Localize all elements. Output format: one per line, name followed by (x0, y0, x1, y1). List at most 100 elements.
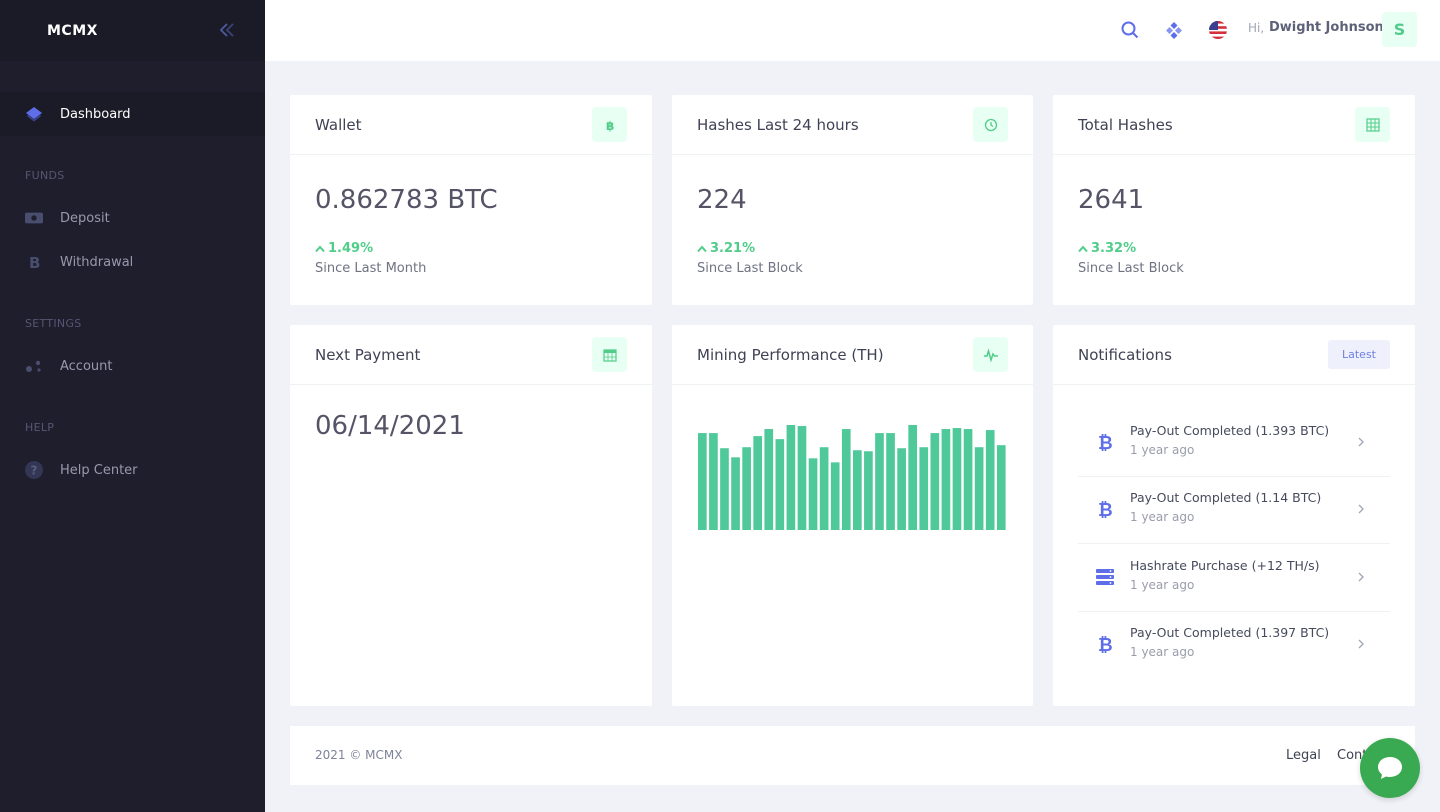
change-percent: 1.49% (328, 241, 374, 256)
change-label: Since Last Block (697, 261, 803, 276)
notification-item[interactable]: Hashrate Purchase (+12 TH/s) 1 year ago (1078, 545, 1390, 612)
card-title: Notifications (1078, 345, 1172, 364)
bitcoin-icon: ₿ (1094, 431, 1116, 453)
brand: MCMX (0, 0, 265, 61)
chart-bar (996, 445, 1006, 530)
total-hashes-card: Total Hashes 2641 3.32% Since Last Block (1053, 95, 1415, 305)
chat-button[interactable] (1360, 738, 1420, 798)
chart-bar (731, 457, 740, 530)
calendar-icon (592, 337, 627, 372)
latest-button[interactable]: Latest (1328, 340, 1390, 369)
svg-text:₿: ₿ (1098, 500, 1113, 519)
chevron-right-icon (1358, 504, 1364, 514)
chart-bar (886, 433, 895, 530)
search-icon[interactable] (1119, 19, 1141, 41)
money-icon (25, 209, 43, 227)
user-name[interactable]: Dwight Johnson (1269, 20, 1384, 35)
change-indicator: 3.32% (1078, 241, 1136, 256)
mining-bar-chart (698, 425, 1006, 530)
change-percent: 3.32% (1091, 241, 1137, 256)
avatar[interactable]: S (1382, 12, 1417, 47)
chevron-right-icon (1358, 639, 1364, 649)
card-header: Notifications Latest (1053, 325, 1415, 385)
change-label: Since Last Block (1078, 261, 1184, 276)
notification-item[interactable]: ₿ Pay-Out Completed (1.14 BTC) 1 year ag… (1078, 477, 1390, 544)
sidebar-item-withdrawal[interactable]: B Withdrawal (0, 240, 265, 284)
section-settings: SETTINGS (25, 317, 82, 330)
grid-icon (1355, 107, 1390, 142)
chart-bar (819, 447, 829, 530)
svg-text:?: ? (31, 464, 38, 478)
chevron-up-icon (1078, 244, 1088, 252)
chart-bar (908, 425, 918, 530)
chevron-right-icon (1358, 572, 1364, 582)
server-icon (1094, 566, 1116, 588)
chart-bar (985, 430, 995, 530)
notification-time: 1 year ago (1130, 578, 1195, 592)
svg-text:₿: ₿ (1098, 433, 1113, 452)
chat-bubble-icon (1378, 757, 1402, 779)
hashes-24h-card: Hashes Last 24 hours 224 3.21% Since Las… (672, 95, 1033, 305)
bitcoin-icon: ฿ (592, 107, 627, 142)
chevron-up-icon (697, 244, 707, 252)
chart-bar (919, 447, 929, 530)
sidebar-item-label: Deposit (60, 210, 110, 226)
notification-item[interactable]: ₿ Pay-Out Completed (1.393 BTC) 1 year a… (1078, 410, 1390, 477)
card-header: Wallet ฿ (290, 95, 652, 155)
chart-bar (941, 429, 951, 530)
card-header: Mining Performance (TH) (672, 325, 1033, 385)
collapse-sidebar-icon[interactable] (217, 20, 237, 40)
us-flag-icon[interactable] (1207, 19, 1229, 41)
svg-text:₿: ₿ (1098, 635, 1113, 654)
sidebar-item-help-center[interactable]: ? Help Center (0, 448, 265, 492)
sidebar-item-deposit[interactable]: Deposit (0, 196, 265, 240)
notification-title: Pay-Out Completed (1.14 BTC) (1130, 490, 1322, 505)
chart-bar (897, 448, 906, 530)
chart-bar (841, 429, 851, 530)
wallet-card: Wallet ฿ 0.862783 BTC 1.49% Since Last M… (290, 95, 652, 305)
card-title: Mining Performance (TH) (697, 345, 884, 364)
chart-bar (930, 433, 940, 530)
next-payment-date: 06/14/2021 (315, 411, 465, 441)
notification-title: Pay-Out Completed (1.397 BTC) (1130, 625, 1330, 640)
sidebar-item-label: Dashboard (60, 106, 131, 122)
top-header: Hi, Dwight Johnson S (265, 0, 1440, 61)
question-icon: ? (25, 461, 43, 479)
clock-icon (973, 107, 1008, 142)
chart-bar (853, 450, 862, 530)
card-title: Hashes Last 24 hours (697, 115, 859, 134)
chart-bar (720, 448, 729, 530)
chart-bar (864, 451, 873, 530)
bitcoin-icon: ₿ (1094, 633, 1116, 655)
notification-title: Pay-Out Completed (1.393 BTC) (1130, 423, 1330, 438)
chart-bar (797, 426, 807, 530)
footer-link-legal[interactable]: Legal (1286, 748, 1321, 763)
card-title: Wallet (315, 115, 362, 134)
apps-icon[interactable] (1163, 19, 1185, 41)
chart-bar (709, 433, 718, 530)
brand-logo[interactable]: MCMX (47, 22, 98, 39)
notification-title: Hashrate Purchase (+12 TH/s) (1130, 558, 1320, 573)
layers-icon (25, 105, 43, 123)
sidebar-item-dashboard[interactable]: Dashboard (0, 92, 265, 136)
change-percent: 3.21% (710, 241, 756, 256)
notification-item[interactable]: ₿ Pay-Out Completed (1.397 BTC) 1 year a… (1078, 612, 1390, 679)
section-help: HELP (25, 421, 55, 434)
chart-bar (963, 429, 973, 530)
card-header: Next Payment (290, 325, 652, 385)
greeting-text: Hi, (1248, 21, 1265, 35)
chart-bar (742, 447, 751, 530)
chart-bar (808, 458, 818, 530)
card-title: Total Hashes (1078, 115, 1173, 134)
chevron-up-icon (315, 244, 325, 252)
svg-text:฿: ฿ (606, 119, 614, 132)
sidebar-item-label: Account (60, 358, 113, 374)
card-header: Hashes Last 24 hours (672, 95, 1033, 155)
pulse-icon (973, 337, 1008, 372)
change-indicator: 3.21% (697, 241, 755, 256)
notification-time: 1 year ago (1130, 510, 1195, 524)
sidebar-item-account[interactable]: Account (0, 344, 265, 388)
chart-bar (952, 428, 962, 530)
chart-bar (775, 439, 785, 530)
chart-bar (753, 436, 763, 530)
